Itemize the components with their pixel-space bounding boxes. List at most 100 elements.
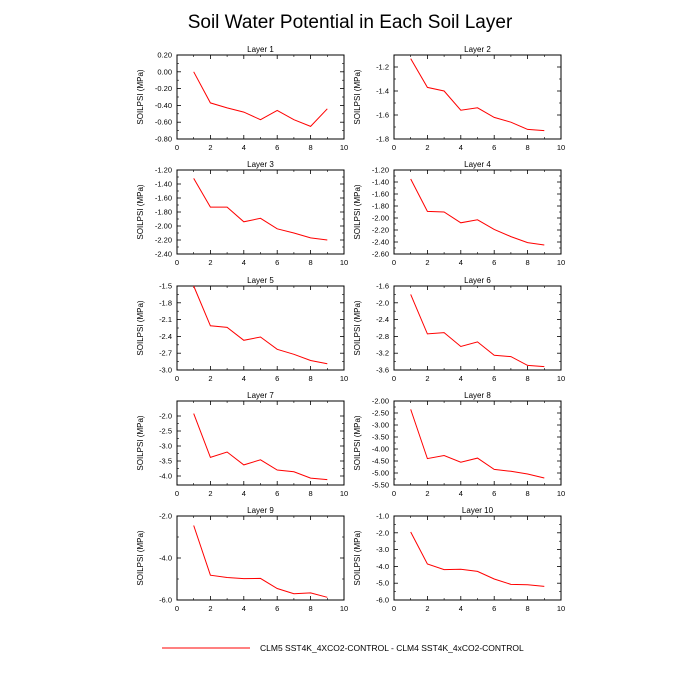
x-tick-label: 10 — [557, 489, 565, 498]
x-tick-label: 4 — [242, 604, 246, 613]
panel-layer-8: Layer 8 0 2 4 6 8 10 -2.00 -2.50 -3.00 -3.50 -4.00 -… — [353, 391, 565, 498]
y-tick-label: -5.0 — [376, 579, 389, 588]
y-tick-label: -2.00 — [372, 397, 389, 406]
series-line — [193, 71, 328, 127]
y-tick-label: -3.0 — [376, 545, 389, 554]
panel-title: Layer 6 — [464, 276, 491, 285]
y-tick-label: -1.20 — [372, 166, 389, 175]
y-tick-label: -0.40 — [155, 101, 172, 110]
series-line — [410, 531, 545, 587]
y-tick-label: -3.5 — [159, 457, 172, 466]
series-line — [410, 409, 545, 479]
x-tick-label: 6 — [492, 374, 496, 383]
y-tick-label: -1.6 — [376, 282, 389, 291]
x-tick-label: 8 — [526, 489, 530, 498]
x-tick-label: 2 — [208, 258, 212, 267]
series-line — [193, 413, 328, 481]
y-tick-label: -2.40 — [155, 250, 172, 259]
y-tick-label: -1.8 — [376, 135, 389, 144]
panel-layer-10: Layer 10 0 2 4 6 8 10 -1.0 -2.0 -3.0 -4.0 -5.0 -6.0 S… — [353, 506, 565, 613]
x-tick-label: 0 — [175, 374, 179, 383]
panel-title: Layer 3 — [247, 160, 274, 169]
y-tick-label: -0.80 — [155, 135, 172, 144]
x-tick-label: 4 — [459, 258, 463, 267]
x-tick-label: 0 — [175, 489, 179, 498]
panel-title: Layer 10 — [462, 506, 494, 515]
y-tick-label: -2.0 — [376, 298, 389, 307]
x-tick-label: 4 — [242, 374, 246, 383]
x-tick-label: 10 — [557, 604, 565, 613]
x-tick-label: 8 — [526, 374, 530, 383]
y-tick-label: -3.2 — [376, 349, 389, 358]
y-tick-label: -2.00 — [155, 222, 172, 231]
x-tick-label: 4 — [459, 374, 463, 383]
x-tick-label: 0 — [392, 143, 396, 152]
x-tick-label: 2 — [425, 604, 429, 613]
y-tick-label: -2.0 — [376, 528, 389, 537]
panel-title: Layer 2 — [464, 45, 491, 54]
plot-frame — [176, 400, 345, 486]
y-tick-label: -2.0 — [159, 512, 172, 521]
y-axis-label: SOILPSI (MPa) — [353, 69, 362, 124]
x-tick-label: 0 — [175, 143, 179, 152]
y-tick-label: -2.00 — [372, 214, 389, 223]
y-axis-label: SOILPSI (MPa) — [353, 530, 362, 585]
y-tick-label: -2.8 — [376, 332, 389, 341]
legend-label: CLM5 SST4K_4XCO2-CONTROL - CLM4 SST4K_4x… — [260, 643, 524, 653]
x-tick-label: 4 — [459, 143, 463, 152]
x-tick-label: 0 — [392, 258, 396, 267]
x-tick-label: 0 — [392, 604, 396, 613]
y-tick-label: -1.40 — [372, 178, 389, 187]
x-tick-label: 0 — [392, 374, 396, 383]
y-tick-label: -1.8 — [159, 298, 172, 307]
plot-frame — [393, 54, 562, 140]
panel-layer-2: Layer 2 0 2 4 6 8 10 -1.2 -1.4 -1.6 -1.8 SOILPSI (M… — [353, 45, 565, 152]
y-tick-label: -1.80 — [155, 208, 172, 217]
x-tick-label: 2 — [425, 143, 429, 152]
x-tick-label: 10 — [557, 143, 565, 152]
x-tick-label: 6 — [275, 604, 279, 613]
y-tick-label: -3.0 — [159, 366, 172, 375]
y-tick-label: -1.2 — [376, 63, 389, 72]
panel-layer-5: Layer 5 0 2 4 6 8 10 -1.5 -1.8 -2.1 -2.4 -2.7 -3.0 SO… — [136, 276, 348, 383]
y-tick-label: -5.50 — [372, 481, 389, 490]
y-axis-label: SOILPSI (MPa) — [353, 184, 362, 239]
x-tick-label: 2 — [208, 604, 212, 613]
series-line — [410, 58, 545, 132]
y-tick-label: -1.4 — [376, 87, 389, 96]
y-tick-label: -4.0 — [159, 554, 172, 563]
x-tick-label: 8 — [309, 604, 313, 613]
y-tick-label: -2.1 — [159, 315, 172, 324]
plot-frame — [176, 285, 345, 371]
y-tick-label: -4.00 — [372, 445, 389, 454]
series-line — [410, 178, 545, 246]
panel-title: Layer 1 — [247, 45, 274, 54]
x-tick-label: 8 — [309, 143, 313, 152]
panel-title: Layer 5 — [247, 276, 274, 285]
plot-frame — [393, 515, 562, 601]
panel-layer-6: Layer 6 0 2 4 6 8 10 -1.6 -2.0 -2.4 -2.8 -3.2 -3.6 SO… — [353, 276, 565, 383]
plot-frame — [393, 400, 562, 486]
plot-frame — [393, 285, 562, 371]
y-tick-label: -2.60 — [372, 250, 389, 259]
series-line — [193, 178, 328, 241]
x-tick-label: 6 — [492, 143, 496, 152]
y-axis-label: SOILPSI (MPa) — [136, 184, 145, 239]
panel-layer-9: Layer 9 0 2 4 6 8 10 -2.0 -4.0 -6.0 SOILPSI (MPa) — [136, 506, 348, 613]
y-tick-label: -1.60 — [155, 194, 172, 203]
y-axis-label: SOILPSI (MPa) — [136, 415, 145, 470]
x-tick-label: 10 — [340, 604, 348, 613]
x-tick-label: 2 — [425, 374, 429, 383]
x-tick-label: 10 — [340, 374, 348, 383]
panel-title: Layer 7 — [247, 391, 274, 400]
x-tick-label: 4 — [459, 604, 463, 613]
series-line — [193, 285, 328, 365]
x-tick-label: 8 — [309, 258, 313, 267]
y-tick-label: -6.0 — [159, 596, 172, 605]
x-tick-label: 6 — [275, 374, 279, 383]
y-axis-label: SOILPSI (MPa) — [353, 415, 362, 470]
y-tick-label: -3.50 — [372, 433, 389, 442]
y-tick-label: -0.20 — [155, 84, 172, 93]
panel-title: Layer 4 — [464, 160, 491, 169]
x-tick-label: 8 — [309, 374, 313, 383]
